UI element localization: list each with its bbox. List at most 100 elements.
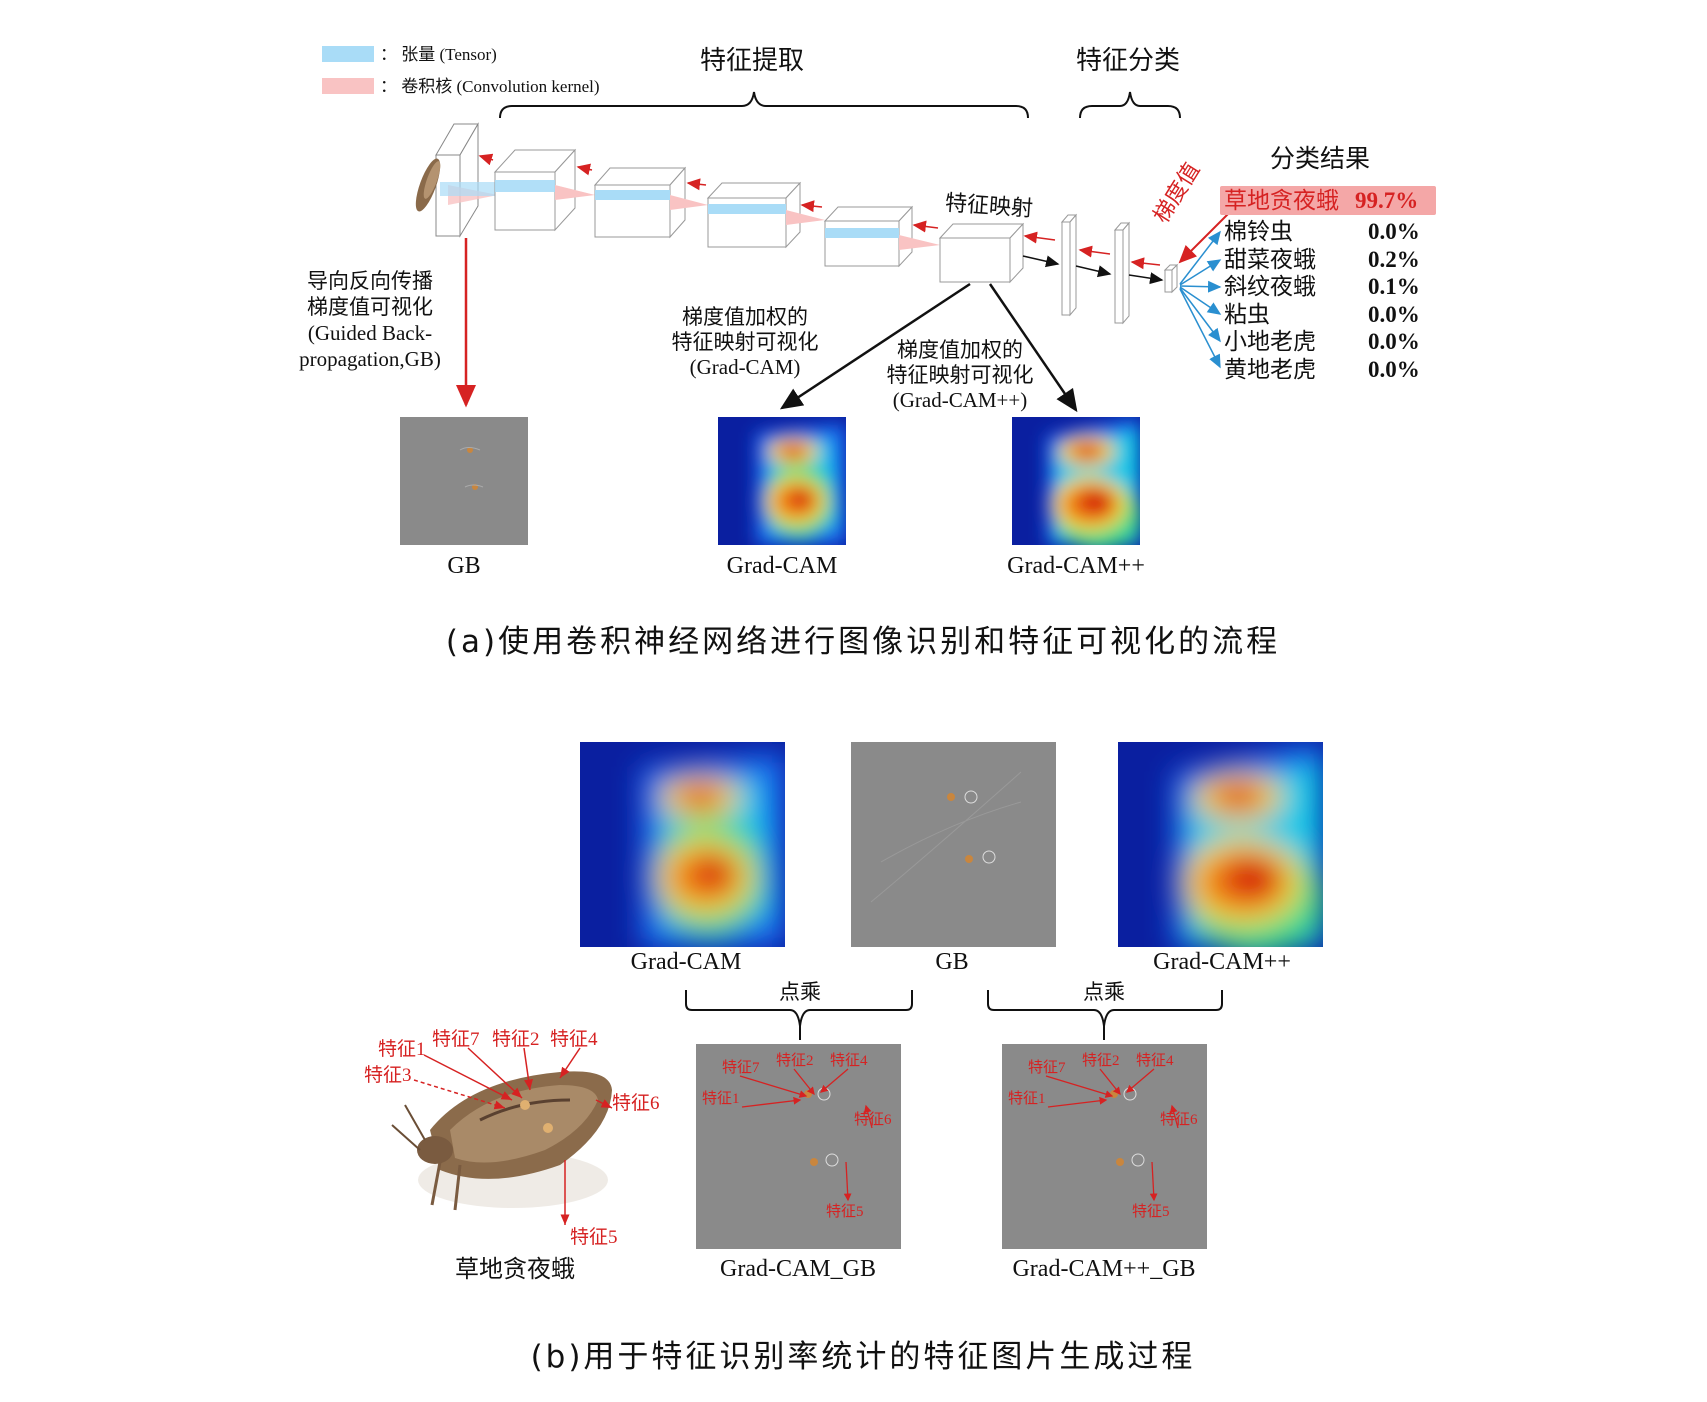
- label-gradcampp-gb: Grad-CAM++_GB: [1012, 1256, 1196, 1282]
- legend-tensor-label: ： 张量 (Tensor): [380, 45, 497, 64]
- multiply-label-2: 点乘: [1083, 980, 1125, 1004]
- feature-extraction-title: 特征提取: [699, 46, 805, 75]
- gradcampp-image-a: [1012, 417, 1140, 545]
- gradcampp-gb-image: 特征7 特征2 特征4 特征1 特征6 特征5: [1002, 1044, 1207, 1249]
- legend-kernel-label: ： 卷积核 (Convolution kernel): [380, 77, 600, 96]
- out-feature-arrow: [843, 1161, 852, 1202]
- moth-feature-6: 特征6: [612, 1093, 660, 1114]
- label-gb-b: GB: [935, 949, 969, 975]
- result-value-1: 0.0%: [1368, 219, 1420, 244]
- heatmap-blob: [782, 446, 803, 457]
- fc-layer-2: [1113, 221, 1131, 325]
- output-layer: [1163, 263, 1179, 294]
- result-value-0: 99.7%: [1355, 188, 1419, 213]
- out-feature-label: 特征6: [854, 1111, 892, 1128]
- moth-feature-1: 特征1: [378, 1039, 426, 1060]
- gb-texture: [804, 1087, 839, 1167]
- result-value-5: 0.0%: [1368, 329, 1420, 354]
- out-feature-arrow: [1099, 1068, 1121, 1096]
- out-feature-label: 特征5: [1132, 1203, 1170, 1220]
- out-feature-arrow: [1169, 1104, 1179, 1129]
- gradcampp-image-b: [1118, 742, 1323, 947]
- out-feature-label: 特征1: [1008, 1090, 1046, 1107]
- result-name-5: 小地老虎: [1224, 329, 1316, 354]
- heatmap-blob: [695, 854, 735, 890]
- multiply-label-1: 点乘: [779, 980, 821, 1004]
- fc-layer-1: [1060, 213, 1078, 317]
- conv-block-3: [706, 181, 825, 249]
- out-feature-label: 特征7: [1028, 1059, 1066, 1076]
- out-feature-label: 特征2: [776, 1052, 814, 1069]
- label-gradcam-gb: Grad-CAM_GB: [720, 1256, 876, 1282]
- out-feature-label: 特征7: [722, 1059, 760, 1076]
- caption-a: (a)使用卷积神经网络进行图像识别和特征可视化的流程: [445, 624, 1281, 660]
- result-name-1: 棉铃虫: [1224, 219, 1293, 244]
- heatmap-blob: [789, 486, 815, 510]
- out-feature-arrow: [1045, 1075, 1114, 1098]
- feature-classification-title: 特征分类: [1075, 46, 1181, 75]
- out-feature-arrow: [820, 1068, 849, 1093]
- network-diagram: [415, 91, 1233, 413]
- result-name-2: 甜菜夜蛾: [1224, 246, 1316, 272]
- out-feature-arrow: [1149, 1161, 1158, 1202]
- label-gradcam-b: Grad-CAM: [630, 949, 742, 975]
- gb-annotation: 导向反向传播 梯度值可视化 (Guided Back-propagation,GB): [299, 269, 441, 371]
- gb-image-a: [400, 417, 528, 545]
- out-feature-label: 特征6: [1160, 1111, 1198, 1128]
- conv-block-4: [823, 205, 940, 268]
- result-value-3: 0.1%: [1368, 274, 1420, 299]
- out-feature-label: 特征2: [1082, 1052, 1120, 1069]
- heatmap-blob: [684, 789, 716, 805]
- result-value-6: 0.0%: [1368, 356, 1420, 382]
- gb-image-b: [851, 742, 1056, 947]
- label-gb-a: GB: [447, 553, 481, 579]
- moth-feature-7: 特征7: [432, 1029, 480, 1050]
- legend-tensor-swatch: [322, 46, 374, 62]
- result-name-3: 斜纹夜蛾: [1224, 274, 1316, 299]
- moth-thumbnail: [415, 158, 441, 212]
- moth-feature-4: 特征4: [550, 1029, 598, 1050]
- gradcam-image-b: [580, 742, 785, 947]
- results-title: 分类结果: [1270, 146, 1371, 173]
- out-feature-label: 特征4: [1136, 1052, 1174, 1069]
- moth-label: 草地贪夜蛾: [455, 1257, 575, 1283]
- result-value-4: 0.0%: [1368, 301, 1420, 327]
- top-result-highlight: [1220, 186, 1436, 215]
- gradcam-image-a: [718, 417, 846, 545]
- bracket-extract: [499, 91, 1029, 119]
- out-feature-arrow: [863, 1104, 873, 1129]
- moth-feature-5: 特征5: [570, 1227, 618, 1248]
- moth-photo: [391, 1071, 612, 1211]
- legend-kernel-swatch: [322, 78, 374, 94]
- out-feature-label: 特征5: [826, 1203, 864, 1220]
- heatmap-blob: [1220, 788, 1256, 806]
- out-feature-arrow: [1047, 1096, 1108, 1108]
- heatmap-blob: [1078, 487, 1114, 516]
- result-name-4: 粘虫: [1224, 301, 1270, 327]
- out-feature-arrow: [741, 1096, 802, 1108]
- heatmap-blob: [1075, 445, 1099, 457]
- out-feature-arrow: [739, 1075, 808, 1098]
- label-gradcam-a: Grad-CAM: [726, 553, 838, 579]
- moth-feature-3: 特征3: [364, 1065, 412, 1086]
- out-feature-label: 特征4: [830, 1052, 868, 1069]
- out-feature-label: 特征1: [702, 1090, 740, 1107]
- out-feature-arrow: [1126, 1068, 1155, 1093]
- conv-block-2: [593, 166, 708, 239]
- result-name-0: 草地贪夜蛾: [1224, 188, 1339, 213]
- feature-map-block: [938, 222, 1025, 284]
- gradcampp-annotation: 梯度值加权的 特征映射可视化 (Grad-CAM++): [886, 338, 1034, 412]
- result-value-2: 0.2%: [1368, 246, 1420, 272]
- label-gradcampp-a: Grad-CAM++: [1007, 553, 1145, 579]
- label-gradcampp-b: Grad-CAM++: [1153, 949, 1291, 975]
- heatmap-blob: [1225, 855, 1281, 899]
- caption-b: (b)用于特征识别率统计的特征图片生成过程: [530, 1339, 1196, 1375]
- result-name-6: 黄地老虎: [1224, 356, 1316, 382]
- gb-texture: [1110, 1087, 1145, 1167]
- out-feature-arrow: [793, 1068, 815, 1096]
- gradcam-annotation: 梯度值加权的 特征映射可视化 (Grad-CAM): [671, 305, 819, 379]
- bracket-classify: [1079, 91, 1181, 119]
- moth-feature-2: 特征2: [492, 1029, 540, 1050]
